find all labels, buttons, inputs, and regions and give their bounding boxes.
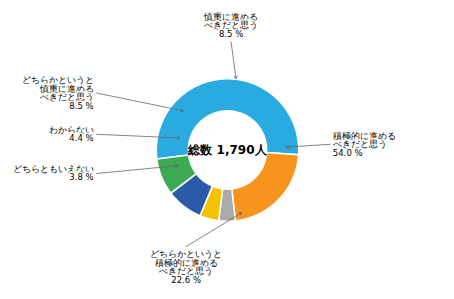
svg-text:どちらともいえない3.8 %: どちらともいえない3.8 % (13, 164, 94, 183)
svg-text:どちらかというと積極的に進めるべきだと思う22.6 %: どちらかというと積極的に進めるべきだと思う22.6 % (150, 249, 222, 285)
svg-text:どちらかというと慎重に進めるべきだと思う8.5 %: どちらかというと慎重に進めるべきだと思う8.5 % (22, 75, 94, 111)
svg-text:総数 1,790人: 総数 1,790人 (187, 143, 267, 157)
svg-text:わからない4.4 %: わからない4.4 % (49, 125, 94, 144)
svg-text:積極的に進めるべきだと思う54.0 %: 積極的に進めるべきだと思う54.0 % (333, 131, 396, 158)
svg-text:慎重に進めるべきだと思う8.5 %: 慎重に進めるべきだと思う8.5 % (203, 12, 258, 39)
